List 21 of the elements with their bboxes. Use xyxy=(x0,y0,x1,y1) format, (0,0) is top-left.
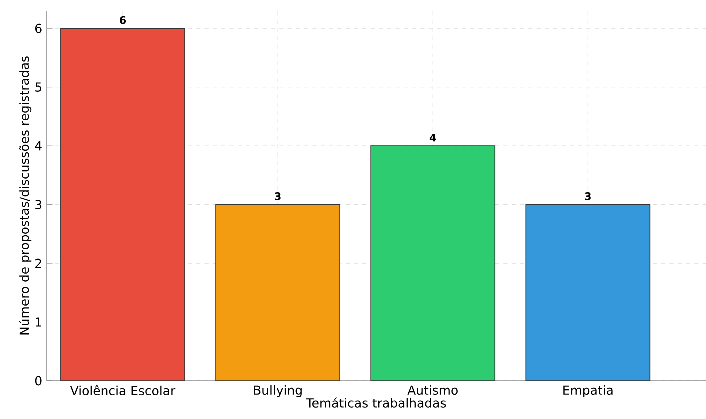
y-axis-title: Número de propostas/discussões registradas xyxy=(19,56,32,335)
bar xyxy=(370,146,496,382)
bar xyxy=(216,204,340,382)
data-label: 3 xyxy=(275,192,281,200)
data-label: 3 xyxy=(585,192,591,200)
x-tick-label: Bullying xyxy=(254,385,302,398)
data-label: 4 xyxy=(430,134,436,142)
x-tick-label: Violência Escolar xyxy=(70,385,176,396)
bar xyxy=(60,28,186,382)
y-tick-label: 6 xyxy=(36,24,42,34)
y-tick-label: 4 xyxy=(35,142,42,151)
x-tick-label: Empatia xyxy=(564,385,613,398)
y-tick-label: 3 xyxy=(36,200,42,210)
bar xyxy=(526,204,651,382)
y-tick-label: 1 xyxy=(36,318,42,327)
y-tick-label: 0 xyxy=(35,376,42,386)
data-label: 6 xyxy=(120,16,126,24)
y-tick-label: 2 xyxy=(36,258,42,268)
x-tick-label: Autismo xyxy=(408,385,458,396)
y-tick-label: 5 xyxy=(36,82,42,92)
x-axis-title: Temáticas trabalhadas xyxy=(306,398,446,408)
